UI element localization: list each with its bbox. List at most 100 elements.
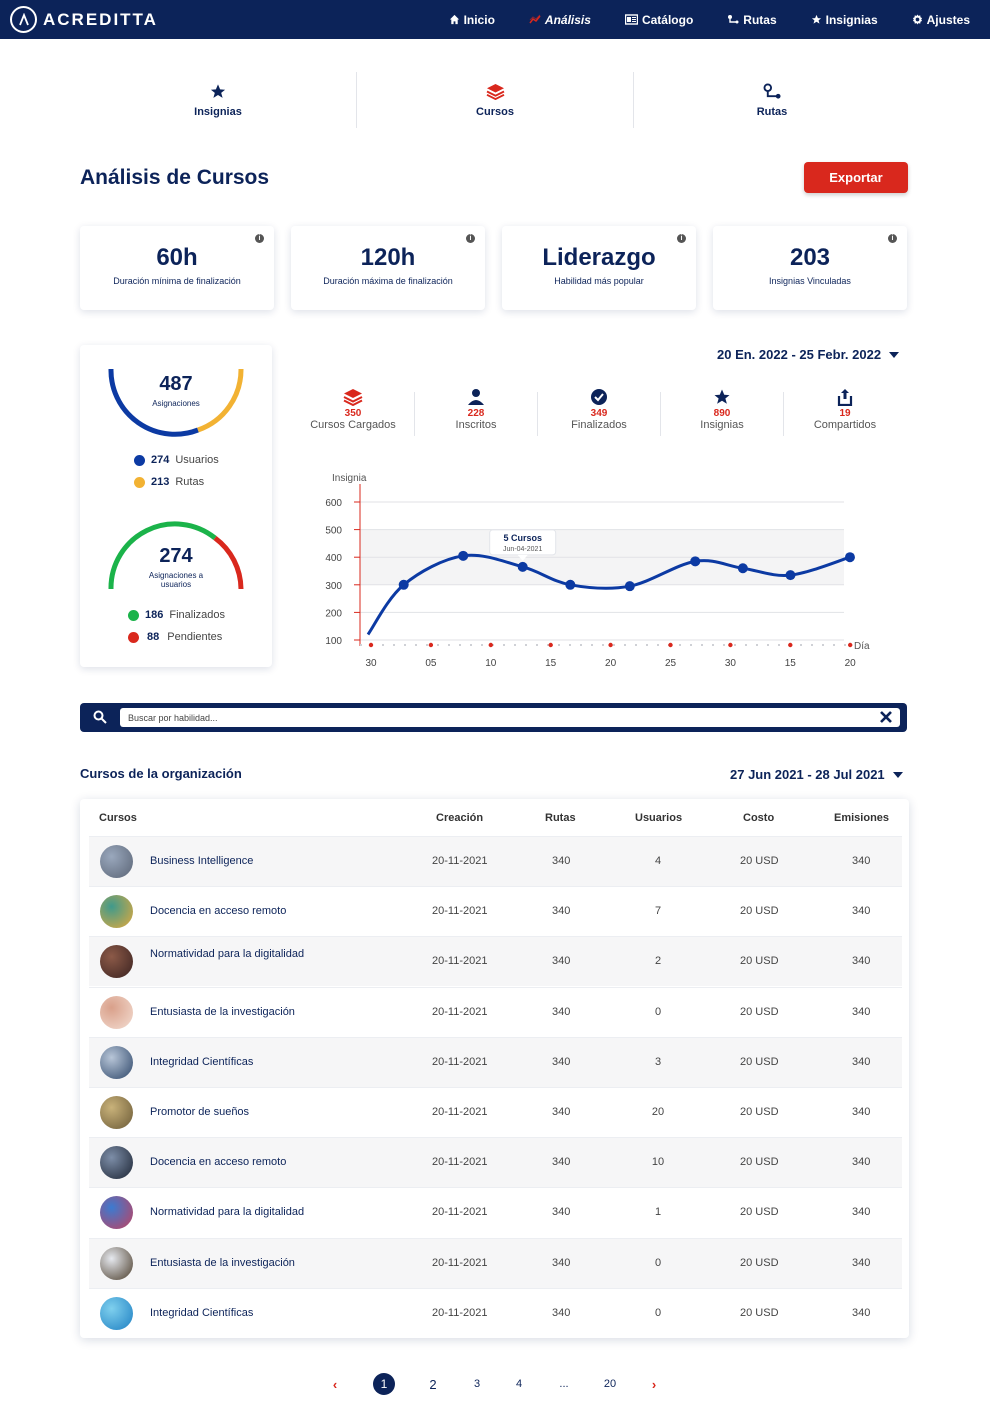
table-row[interactable]: Docencia en acceso remoto 20-11-2021 340 10… [89,1137,902,1188]
subtab-cursos[interactable]: Cursos [357,72,633,128]
table-row[interactable]: Entusiasta de la investigación 20-11-2021… [89,986,902,1037]
course-name[interactable]: Integridad Científicas [150,1306,254,1319]
course-name[interactable]: Entusiasta de la investigación [150,1256,295,1269]
page-button[interactable]: 4 [515,1378,523,1390]
table-row[interactable]: Entusiasta de la investigación 20-11-2021… [89,1237,902,1288]
prev-page-button[interactable]: ‹ [332,1376,338,1392]
legend-label: Usuarios [175,454,219,466]
course-name[interactable]: Docencia en acceso remoto [150,1156,287,1169]
nav-item-analisis[interactable]: Análisis [529,13,591,27]
metric-shared: 19 Compartidos [784,388,906,440]
subtab-label-rutas: Rutas [756,105,788,118]
close-icon[interactable] [879,710,893,724]
course-name[interactable]: Integridad Científicas [150,1055,254,1068]
courses-date-range-dropdown[interactable]: 27 Jun 2021 - 28 Jul 2021 [730,767,903,782]
course-cost: 20 USD [740,1256,779,1269]
nav-item-rutas[interactable]: Rutas [727,13,777,27]
column-header-usuarios[interactable]: Usuarios [635,812,683,824]
metric-courses: 350 Cursos Cargados [292,388,414,440]
table-row[interactable]: Integridad Científicas 20-11-2021 340 0 20 U… [89,1287,902,1338]
page-title: Análisis de Cursos [80,166,270,189]
y-tick-label: 500 [325,526,342,537]
search-icon[interactable] [93,710,107,724]
table-row[interactable]: Normatividad para la digitalidad 20-11-20… [89,1187,902,1237]
page-button-current[interactable]: 1 [373,1373,395,1395]
metric-divider [414,392,415,436]
column-header-costo[interactable]: Costo [743,812,775,824]
table-row[interactable]: Promotor de sueños 20-11-2021 340 20 20 USD 3… [89,1087,902,1137]
course-creation-date: 20-11-2021 [432,1156,488,1169]
course-name[interactable]: Entusiasta de la investigación [150,1005,295,1018]
nav-item-ajustes[interactable]: Ajustes [912,13,970,27]
course-cost: 20 USD [740,1206,779,1219]
info-icon[interactable]: i [255,234,264,243]
course-thumbnail [100,845,133,878]
next-page-button[interactable]: › [651,1376,657,1392]
course-name[interactable]: Business Intelligence [150,855,254,867]
page-button[interactable]: 3 [473,1378,481,1390]
chart-data-point [737,563,748,574]
metric-value: 350 [344,408,362,419]
page-button[interactable]: 20 [603,1378,617,1390]
nav-item-inicio[interactable]: Inicio [449,13,495,27]
course-emissions: 340 [852,1156,871,1169]
column-header-creacion[interactable]: Creación [436,812,484,824]
page-ellipsis: ... [559,1378,569,1390]
legend-dot [128,631,139,643]
info-icon[interactable]: i [888,234,897,243]
subtab-rutas[interactable]: Rutas [634,72,910,128]
table-row[interactable]: Normatividad para la digitalidad 20-11-20… [89,936,902,987]
nav-label-analisis: Análisis [544,12,591,27]
layers-icon [486,83,504,100]
subtab-label-cursos: Cursos [476,105,514,118]
table-row[interactable]: Business Intelligence 20-11-2021 340 4 20 US… [89,836,902,886]
table-row[interactable]: Integridad Científicas 20-11-2021 340 3 20 U… [89,1036,902,1087]
metric-value: 890 [713,408,731,419]
column-header-emisiones[interactable]: Emisiones [834,812,890,824]
page-button[interactable]: 2 [429,1376,437,1392]
x-tick-dot [608,642,613,648]
course-cost: 20 USD [740,1156,779,1169]
gauge-arc-users [108,368,199,437]
brand-name: ACREDITTA [43,9,158,29]
badges-line-chart: 100 200 300 400 500 600 Insignia Día 30 05 10 15 20 2… [325,473,870,669]
course-emissions: 340 [852,1005,871,1018]
metric-label: Insignias [700,419,744,431]
nav-label-insignias: Insignias [825,12,878,27]
nav-item-insignias[interactable]: Insignias [811,13,878,27]
stat-value: 120h [360,244,416,271]
course-name[interactable]: Normatividad para la digitalidad [150,1206,305,1219]
course-creation-date: 20-11-2021 [432,1106,488,1118]
course-thumbnail [100,1045,133,1079]
metrics-row: 350 Cursos Cargados 228 Inscritos 349 Fi… [292,388,906,440]
nav-item-catalogo[interactable]: Catálogo [624,13,693,27]
course-creation-date: 20-11-2021 [432,1256,488,1269]
column-header-cursos[interactable]: Cursos [99,812,137,824]
course-users: 10 [651,1156,665,1169]
stat-label: Insignias Vinculadas [769,276,851,286]
subtab-insignias[interactable]: Insignias [80,72,356,128]
gauge-arc-finished [108,521,217,590]
course-name[interactable]: Promotor de sueños [150,1106,250,1118]
gauge-arc-pending [213,535,244,590]
stat-value: 203 [789,244,831,271]
skill-search-input[interactable] [120,708,900,727]
course-name[interactable]: Normatividad para la digitalidad [150,948,305,961]
home-icon [449,14,459,25]
course-name[interactable]: Docencia en acceso remoto [150,905,287,918]
x-tick-label: 30 [725,658,737,669]
course-thumbnail [100,1096,133,1129]
course-creation-date: 20-11-2021 [432,955,488,968]
chart-date-range-dropdown[interactable]: 20 En. 2022 - 25 Febr. 2022 [717,347,900,362]
brand-logo[interactable]: ACREDITTA [10,6,158,33]
x-tick-label: 20 [605,658,617,669]
table-row[interactable]: Docencia en acceso remoto 20-11-2021 340 7 2… [89,886,902,936]
export-button[interactable]: Exportar [804,162,908,193]
course-thumbnail [100,995,133,1029]
course-routes: 340 [552,1156,571,1169]
info-icon[interactable]: i [466,234,475,243]
nav-label-ajustes: Ajustes [926,12,970,27]
info-icon[interactable]: i [677,234,686,243]
column-header-rutas[interactable]: Rutas [545,812,576,824]
course-emissions: 340 [852,905,871,918]
